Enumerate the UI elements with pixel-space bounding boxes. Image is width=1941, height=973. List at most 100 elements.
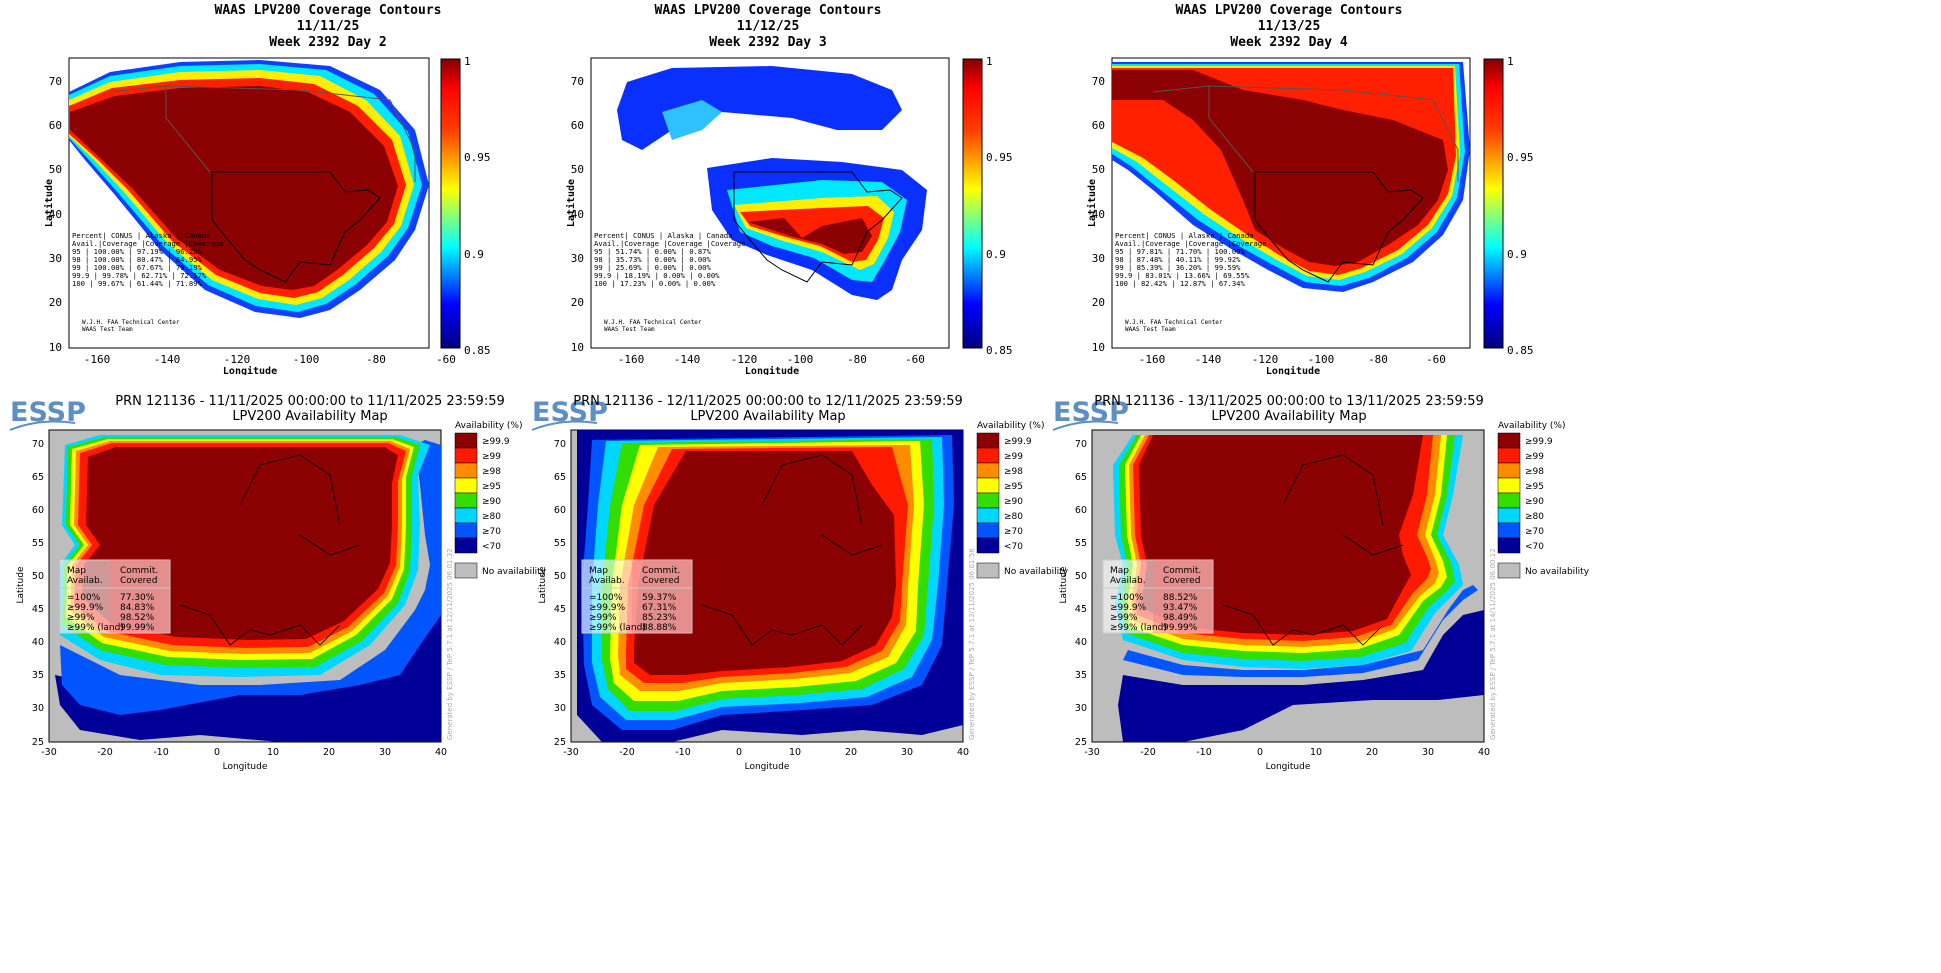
- waas-title: WAAS LPV200 Coverage Contours: [1176, 3, 1403, 18]
- waas-xticks: -160 -140 -120 -100 -80 -60: [1139, 353, 1446, 366]
- svg-text:55: 55: [554, 538, 566, 549]
- svg-text:-60: -60: [1426, 353, 1446, 366]
- svg-text:≥99%: ≥99%: [67, 613, 95, 623]
- svg-text:95 | 97.81% | 71.70% | 100: 95 | 97.81% | 71.70% | 100.00%: [1115, 247, 1245, 256]
- svg-text:10: 10: [1092, 341, 1105, 354]
- svg-text:-10: -10: [153, 747, 169, 758]
- waas-xlabel: Longitude: [745, 365, 799, 375]
- svg-text:65: 65: [32, 472, 44, 483]
- svg-text:20: 20: [845, 747, 857, 758]
- svg-text:≥70: ≥70: [1004, 527, 1023, 537]
- waas-yticks: 70 60 50 40 30 20 10: [571, 75, 584, 354]
- svg-text:70: 70: [571, 75, 584, 88]
- svg-text:≥98: ≥98: [482, 467, 501, 477]
- essp-logo-swoosh: [531, 420, 598, 431]
- svg-text:≥99.9: ≥99.9: [1004, 437, 1032, 447]
- svg-text:0: 0: [214, 747, 220, 758]
- svg-text:0.9: 0.9: [986, 248, 1006, 261]
- essp-xlabel: Longitude: [1266, 762, 1311, 772]
- svg-text:67.31%: 67.31%: [642, 603, 677, 613]
- essp-legend: Availability (%) ≥99.9 ≥99 ≥98 ≥95 ≥90 ≥…: [454, 421, 547, 579]
- svg-text:95 | 51.74% | 0.00% | 0.87: 95 | 51.74% | 0.00% | 0.87%: [594, 247, 712, 256]
- svg-text:25: 25: [1075, 737, 1087, 748]
- essp-xticks: -30 -20 -10 0 10 20 30 40: [563, 747, 969, 758]
- waas-week: Week 2392 Day 3: [709, 35, 826, 50]
- svg-text:99.99%: 99.99%: [120, 623, 155, 633]
- svg-text:-140: -140: [154, 353, 181, 366]
- waas-xlabel: Longitude: [1266, 365, 1320, 375]
- svg-text:-140: -140: [674, 353, 701, 366]
- essp-ylabel: Latitude: [16, 566, 26, 604]
- svg-text:-20: -20: [1140, 747, 1156, 758]
- svg-text:45: 45: [32, 604, 44, 615]
- svg-text:-160: -160: [1139, 353, 1166, 366]
- svg-text:≥99%: ≥99%: [1110, 613, 1138, 623]
- svg-text:60: 60: [554, 505, 566, 516]
- svg-text:≥99: ≥99: [482, 452, 501, 462]
- svg-text:Availab.: Availab.: [589, 576, 625, 586]
- svg-text:Availability (%): Availability (%): [455, 421, 523, 431]
- waas-map-area: [68, 57, 430, 349]
- svg-text:65: 65: [554, 472, 566, 483]
- essp-xticks: -30 -20 -10 0 10 20 30 40: [41, 747, 447, 758]
- svg-text:≥70: ≥70: [1525, 527, 1544, 537]
- svg-text:40: 40: [32, 637, 44, 648]
- essp-legend: Availability (%) ≥99.9 ≥99 ≥98 ≥95 ≥90 ≥…: [976, 421, 1069, 579]
- coverage-darkred-core: [1112, 70, 1448, 266]
- svg-text:98.49%: 98.49%: [1163, 613, 1198, 623]
- us-states-outline: [211, 171, 381, 283]
- svg-text:10: 10: [571, 341, 584, 354]
- svg-text:98 | 100.00% | 80.47% | 84: 98 | 100.00% | 80.47% | 84.95%: [72, 255, 202, 264]
- svg-text:Commit.: Commit.: [120, 566, 158, 576]
- svg-text:-30: -30: [41, 747, 57, 758]
- svg-text:<70: <70: [482, 542, 501, 552]
- waas-figure-1: WAAS LPV200 Coverage Contours 11/11/25 W…: [43, 3, 491, 377]
- svg-text:-160: -160: [618, 353, 645, 366]
- svg-text:≥99.9: ≥99.9: [482, 437, 510, 447]
- essp-generated-note: Generated by ESSP / TeP 5.7.1 at 13/11/2…: [968, 548, 976, 740]
- svg-text:=100%: =100%: [67, 593, 101, 603]
- essp-stats-box: Map Availab. Commit. Covered =100% ≥99.9…: [1102, 559, 1214, 634]
- svg-text:Covered: Covered: [120, 576, 157, 586]
- svg-text:≥95: ≥95: [1525, 482, 1544, 492]
- svg-text:=100%: =100%: [1110, 593, 1144, 603]
- svg-text:25: 25: [32, 737, 44, 748]
- svg-text:Percent| CONUS | Alaska | C: Percent| CONUS | Alaska | Canada: [594, 231, 732, 240]
- svg-text:25: 25: [554, 737, 566, 748]
- svg-text:20: 20: [571, 296, 584, 309]
- svg-text:-60: -60: [905, 353, 925, 366]
- svg-text:-30: -30: [1084, 747, 1100, 758]
- waas-ylabel: Latitude: [43, 179, 55, 227]
- svg-text:≥80: ≥80: [482, 512, 501, 522]
- svg-text:≥90: ≥90: [1004, 497, 1023, 507]
- svg-text:Percent| CONUS | Alaska | C: Percent| CONUS | Alaska | Canada: [1115, 231, 1253, 240]
- svg-text:20: 20: [323, 747, 335, 758]
- svg-text:≥80: ≥80: [1525, 512, 1544, 522]
- svg-text:≥99% (land): ≥99% (land): [589, 623, 646, 633]
- svg-text:99.9 | 99.78% | 62.71% | 72: 99.9 | 99.78% | 62.71% | 72.57%: [72, 271, 207, 280]
- waas-credit-2: WAAS Test Team: [1125, 326, 1176, 333]
- svg-text:70: 70: [32, 439, 44, 450]
- europe-coastline: [179, 454, 361, 646]
- svg-text:40: 40: [554, 637, 566, 648]
- svg-text:99.9 | 83.01% | 13.66% | 69: 99.9 | 83.01% | 13.66% | 69.55%: [1115, 271, 1250, 280]
- svg-text:≥99.9%: ≥99.9%: [589, 603, 626, 613]
- svg-text:Map: Map: [1110, 566, 1129, 576]
- essp-figure-3: ESSP PRN 121136 - 13/11/2025 00:00:00 to…: [1052, 394, 1590, 772]
- svg-text:Availab.: Availab.: [67, 576, 103, 586]
- essp-stats-box: Map Availab. Commit. Covered =100% ≥99.9…: [59, 559, 171, 634]
- svg-text:20: 20: [49, 296, 62, 309]
- waas-date: 11/12/25: [737, 19, 800, 34]
- svg-text:40: 40: [1075, 637, 1087, 648]
- svg-text:99.9 | 18.19% | 0.00% | 0.0: 99.9 | 18.19% | 0.00% | 0.00%: [594, 271, 720, 280]
- svg-text:88.88%: 88.88%: [642, 623, 677, 633]
- essp-panel-1: ESSP PRN 121136 - 11/11/2025 00:00:00 to…: [0, 385, 650, 968]
- svg-text:≥98: ≥98: [1004, 467, 1023, 477]
- svg-text:-100: -100: [293, 353, 320, 366]
- svg-text:40: 40: [1478, 747, 1490, 758]
- canada-outline: [109, 85, 416, 182]
- svg-text:20: 20: [1092, 296, 1105, 309]
- essp-generated-note: Generated by ESSP / TeP 5.7.1 at 14/11/2…: [1489, 548, 1497, 740]
- waas-panel-3: WAAS LPV200 Coverage Contours 11/13/25 W…: [1043, 0, 1690, 377]
- svg-text:Map: Map: [589, 566, 608, 576]
